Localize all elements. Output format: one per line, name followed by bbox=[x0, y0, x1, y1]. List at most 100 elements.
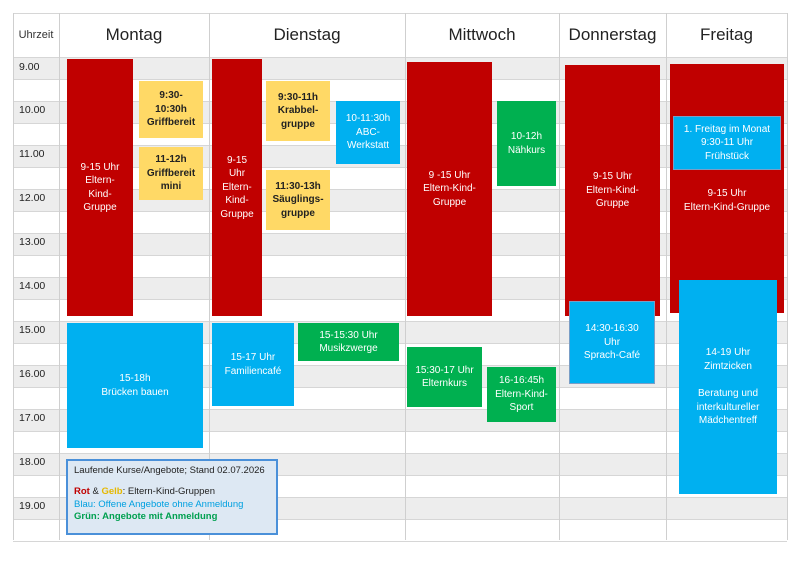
grid-top-line bbox=[13, 13, 787, 14]
grid-row-line bbox=[13, 145, 787, 146]
event-label: Eltern- bbox=[85, 175, 115, 186]
event-time: 11:30-13h bbox=[275, 180, 321, 192]
event-time: 9-15 bbox=[226, 154, 247, 166]
event-label: Familiencafé bbox=[224, 365, 282, 377]
event-tuesday-krabbelgruppe: 9:30-11h Krabbel- gruppe bbox=[266, 81, 330, 141]
grid-column-line bbox=[666, 13, 667, 540]
time-label: 15.00 bbox=[19, 324, 46, 336]
event-label: Eltern- bbox=[222, 181, 252, 193]
event-time: 14:30-16:30 bbox=[585, 323, 639, 335]
event-label: Eltern-Kind-Gruppe bbox=[683, 201, 771, 213]
event-label: Gruppe bbox=[432, 196, 467, 208]
event-tuesday-familiencafe: 15-17 Uhr Familiencafé bbox=[212, 323, 294, 406]
event-time: 9 -15 Uhr bbox=[428, 169, 471, 181]
event-monday-griffbereit: 9:30- 10:30h Griffbereit bbox=[139, 81, 203, 138]
event-wednesday-eltern-kind-sport: 16-16:45h Eltern-Kind- Sport bbox=[487, 367, 556, 422]
event-label: mini bbox=[160, 181, 182, 193]
event-time: 10:30h bbox=[155, 103, 187, 115]
event-friday-zimtzicken: 14-19 Uhr Zimtzicken Beratung und interk… bbox=[679, 280, 777, 494]
event-label: Sport bbox=[509, 402, 534, 414]
grid-row-line bbox=[13, 409, 787, 410]
grid-row-line bbox=[13, 189, 787, 190]
event-time: Uhr bbox=[228, 168, 246, 180]
grid-column-line bbox=[13, 13, 14, 540]
event-time: Uhr bbox=[603, 336, 621, 348]
time-label: 13.00 bbox=[19, 236, 46, 248]
event-thursday-sprach-cafe: 14:30-16:30 Uhr Sprach-Café bbox=[569, 301, 655, 384]
day-header-tuesday: Dienstag bbox=[273, 25, 341, 44]
grid-row-line bbox=[13, 321, 787, 322]
event-tuesday-musikzwerge: 15-15:30 Uhr Musikzwerge bbox=[298, 323, 399, 361]
event-label: gruppe bbox=[281, 118, 315, 130]
event-label: Nähkurs bbox=[507, 144, 546, 156]
legend-green-word: Grün bbox=[74, 511, 97, 523]
event-label: Frühstück bbox=[705, 150, 749, 162]
event-friday-fruehstueck: 1. Freitag im Monat 9:30-11 Uhr Frühstüc… bbox=[673, 116, 781, 170]
event-monday-bruecken-bauen: 15-18h Brücken bauen bbox=[67, 323, 203, 448]
grid-row-line bbox=[13, 167, 787, 168]
event-label: Mädchentreff bbox=[698, 415, 758, 427]
event-label: Sprach-Café bbox=[583, 350, 641, 362]
event-time: 10-12h bbox=[510, 131, 543, 142]
grid-row-line bbox=[13, 211, 787, 212]
event-label: Gruppe bbox=[595, 198, 630, 210]
grid-row-line bbox=[13, 299, 787, 300]
legend-yellow-word: Gelb bbox=[101, 486, 123, 498]
event-tuesday-eltern-kind-gruppe: 9-15 Uhr Eltern- Kind- Gruppe bbox=[212, 59, 262, 316]
event-time: 9:30- bbox=[159, 90, 183, 102]
grid-column-line bbox=[559, 13, 560, 540]
event-wednesday-elternkurs: 15:30-17 Uhr Elternkurs bbox=[407, 347, 482, 407]
event-label: Zimtzicken bbox=[704, 360, 752, 372]
grid-row-line bbox=[13, 343, 787, 344]
event-label: Eltern-Kind- bbox=[495, 388, 548, 400]
legend-blue-word: Blau bbox=[74, 498, 94, 510]
event-monday-eltern-kind-gruppe: 9-15 Uhr Eltern- Kind- Gruppe bbox=[67, 59, 133, 316]
legend-yellow-text: : Eltern-Kind-Gruppen bbox=[122, 486, 215, 498]
event-label: Elternkurs bbox=[421, 378, 467, 389]
event-time: 15:30-17 Uhr bbox=[415, 364, 474, 376]
time-label: 11.00 bbox=[19, 148, 45, 160]
time-column-header: Uhrzeit bbox=[18, 29, 54, 41]
legend-row-red-yellow: Rot & Gelb: Eltern-Kind-Gruppen bbox=[74, 486, 270, 498]
event-label: Werkstatt bbox=[346, 140, 390, 152]
event-time: 9:30-11 Uhr bbox=[700, 137, 754, 149]
legend-red-word: Rot bbox=[74, 486, 90, 498]
event-label: Griffbereit bbox=[146, 117, 196, 129]
day-header-friday: Freitag bbox=[700, 25, 753, 44]
grid-row-line bbox=[13, 519, 787, 520]
event-label: Säuglings- bbox=[272, 194, 324, 206]
day-header-monday: Montag bbox=[105, 25, 163, 44]
event-label: Kind- bbox=[88, 188, 112, 200]
row-stripe bbox=[13, 409, 787, 431]
event-time: 15-17 Uhr bbox=[230, 352, 276, 363]
event-time: 9-15 Uhr bbox=[707, 188, 747, 199]
grid-row-line bbox=[13, 453, 787, 454]
event-time: 9-15 Uhr bbox=[80, 161, 120, 173]
grid-row-line bbox=[13, 255, 787, 256]
event-label: Gruppe bbox=[83, 202, 117, 213]
event-time: 10-11:30h bbox=[345, 113, 391, 125]
event-wednesday-naehkurs: 10-12h Nähkurs bbox=[497, 101, 556, 186]
day-header-wednesday: Mittwoch bbox=[448, 25, 516, 44]
grid-row-line bbox=[13, 431, 787, 432]
event-tuesday-abc-werkstatt: 10-11:30h ABC- Werkstatt bbox=[336, 101, 400, 164]
grid-row-line bbox=[13, 365, 787, 366]
time-label: 18.00 bbox=[19, 456, 46, 468]
event-time: 9:30-11h bbox=[277, 91, 319, 103]
legend-amp: & bbox=[89, 486, 102, 498]
event-friday-eltern-kind-gruppe: 9-15 Uhr Eltern-Kind-Gruppe bbox=[670, 64, 784, 313]
event-time: 16-16:45h bbox=[498, 375, 545, 387]
event-label: Brücken bauen bbox=[101, 386, 169, 398]
day-header-thursday: Donnerstag bbox=[568, 25, 657, 44]
event-label: Griffbereit bbox=[146, 167, 196, 179]
event-thursday-eltern-kind-gruppe: 9-15 Uhr Eltern-Kind- Gruppe bbox=[565, 65, 660, 316]
event-tuesday-saeuglingsgruppe: 11:30-13h Säuglings- gruppe bbox=[266, 170, 330, 230]
grid-row-line bbox=[13, 101, 787, 102]
event-label: Krabbel- bbox=[277, 105, 319, 117]
grid-column-line bbox=[59, 13, 60, 540]
time-label: 17.00 bbox=[19, 412, 46, 424]
event-label: Kind- bbox=[225, 195, 249, 207]
legend-green-text: : Angebote mit Anmeldung bbox=[96, 511, 218, 523]
event-time: 9-15 Uhr bbox=[593, 171, 632, 183]
legend-row-green: Grün: Angebote mit Anmeldung bbox=[74, 511, 270, 523]
